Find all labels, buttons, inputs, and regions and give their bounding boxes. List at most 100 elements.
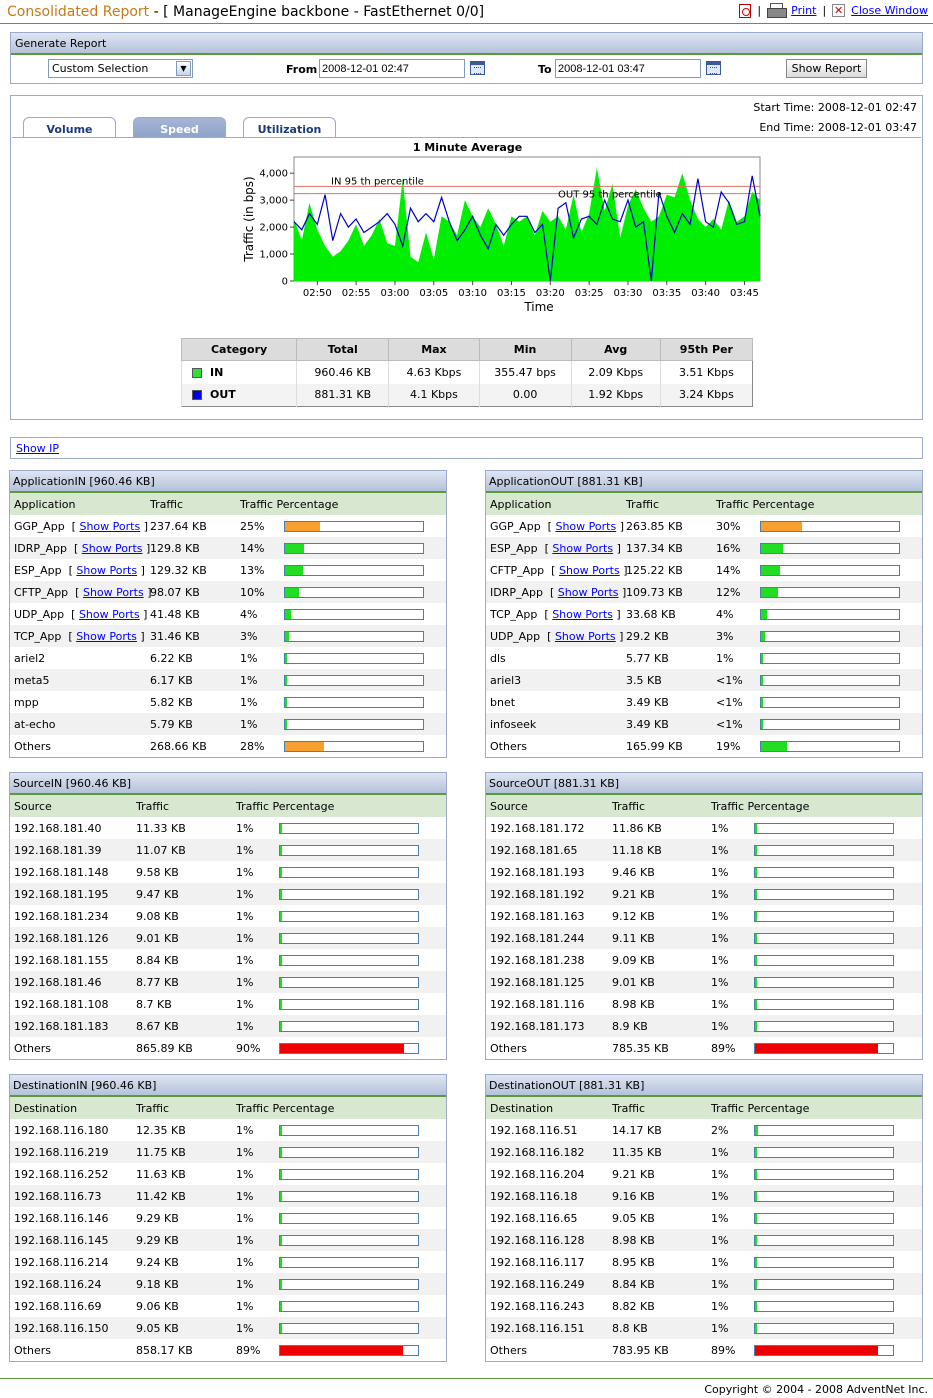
y-tick-label: 1,000 (259, 250, 288, 261)
percentage-bar-fill (755, 1191, 757, 1201)
bracket: ] (140, 563, 145, 577)
show-ports-link[interactable]: Show Ports (552, 541, 614, 555)
start-time: Start Time: 2008-12-01 02:47 (753, 101, 917, 114)
tab-utilization[interactable]: Utilization (243, 117, 336, 138)
table-row: 192.168.116.65 9.05 KB 1% (486, 1207, 922, 1229)
row-traffic: 9.29 KB (136, 1233, 179, 1247)
percentage-bar-fill (285, 653, 287, 663)
in-min: 355.47 bps (478, 360, 572, 384)
percentage-bar (284, 652, 424, 664)
print-link[interactable]: Print (791, 4, 817, 17)
percentage-bar-fill (285, 609, 291, 619)
row-name: Others (490, 1041, 527, 1055)
out-95th-label: OUT 95 th percentile (558, 190, 662, 201)
percentage-bar (284, 674, 424, 686)
row-traffic: 11.33 KB (136, 821, 186, 835)
stats-header: Max (388, 338, 480, 361)
percentage-bar (284, 740, 424, 752)
percentage-bar (754, 1300, 894, 1312)
percentage-bar-fill (280, 1301, 282, 1311)
row-traffic: 865.89 KB (136, 1041, 193, 1055)
show-ports-link[interactable]: Show Ports (79, 519, 141, 533)
table-row: bnet 3.49 KB <1% (486, 691, 922, 713)
close-window-link[interactable]: Close Window (851, 4, 928, 17)
out-legend-swatch (192, 390, 202, 401)
x-tick-label: 03:10 (458, 288, 487, 299)
row-name: 192.168.116.24 (14, 1277, 102, 1291)
calendar-icon[interactable] (470, 61, 485, 75)
row-name: 192.168.181.238 (490, 953, 585, 967)
row-name: 192.168.116.73 (14, 1189, 102, 1203)
percentage-bar-fill (755, 1147, 757, 1157)
percentage-bar (754, 866, 894, 878)
separator: | (822, 4, 827, 17)
table-row: mpp 5.82 KB 1% (10, 691, 446, 713)
row-percentage: 3% (716, 629, 734, 643)
row-traffic: 9.11 KB (612, 931, 655, 945)
show-ports-link[interactable]: Show Ports (558, 563, 620, 577)
row-name: 192.168.181.193 (490, 865, 585, 879)
table-row: Others 268.66 KB 28% (10, 735, 446, 757)
selection-dropdown[interactable]: Custom Selection ▼ (48, 59, 193, 78)
percentage-bar (754, 1278, 894, 1290)
table-row: 192.168.181.183 8.67 KB 1% (10, 1015, 446, 1037)
bracket: ] (140, 629, 145, 643)
percentage-bar-fill (280, 977, 282, 987)
table-row: 192.168.116.204 9.21 KB 1% (486, 1163, 922, 1185)
show-ip-bar: Show IP (10, 437, 923, 459)
show-report-button[interactable]: Show Report (786, 59, 867, 78)
percentage-bar (760, 652, 900, 664)
show-ports-link[interactable]: Show Ports (76, 629, 137, 643)
show-ports-link[interactable]: Show Ports (81, 541, 143, 555)
row-percentage: 1% (236, 1321, 254, 1335)
percentage-bar-fill (280, 1213, 282, 1223)
show-ports-link[interactable]: Show Ports (552, 607, 613, 621)
table-row: GGP_App [ Show Ports ] 237.64 KB 25% (10, 515, 446, 537)
panel-title: ApplicationOUT [881.31 KB] (486, 471, 922, 493)
to-date-input[interactable] (555, 59, 701, 78)
panel-header-row: Application Traffic Traffic Percentage (10, 493, 446, 515)
in-total: 960.46 KB (296, 360, 389, 384)
show-ports-link[interactable]: Show Ports (555, 519, 617, 533)
printer-icon[interactable] (767, 3, 788, 18)
row-percentage: 1% (236, 1299, 254, 1313)
table-row: dls 5.77 KB 1% (486, 647, 922, 669)
out-95th: 3.24 Kbps (659, 383, 753, 407)
show-ports-link[interactable]: Show Ports (76, 563, 138, 577)
table-row: 192.168.181.46 8.77 KB 1% (10, 971, 446, 993)
row-name: UDP_App (490, 629, 541, 643)
table-row: Others 785.35 KB 89% (486, 1037, 922, 1059)
y-tick-label: 0 (282, 277, 288, 288)
show-ports-link[interactable]: Show Ports (554, 629, 616, 643)
row-name: 192.168.116.180 (14, 1123, 109, 1137)
separator: | (757, 4, 762, 17)
row-name: IDRP_App (490, 585, 543, 599)
percentage-bar-fill (755, 823, 757, 833)
row-traffic: 9.06 KB (136, 1299, 179, 1313)
percentage-bar-fill (755, 1213, 757, 1223)
in-series-area (294, 167, 760, 281)
from-date-input[interactable] (319, 59, 465, 78)
row-percentage: 1% (711, 1299, 729, 1313)
bracket: ] (616, 607, 621, 621)
percentage-bar-fill (755, 955, 757, 965)
percentage-bar-fill (280, 1043, 404, 1053)
show-ip-link[interactable]: Show IP (16, 442, 60, 455)
chevron-down-icon[interactable]: ▼ (176, 61, 191, 76)
percentage-bar (760, 542, 900, 554)
close-icon[interactable]: ✕ (832, 4, 846, 17)
x-tick-label: 02:50 (303, 288, 332, 299)
x-tick-label: 03:15 (497, 288, 526, 299)
show-ports-link[interactable]: Show Ports (78, 607, 140, 621)
y-tick-label: 3,000 (259, 196, 288, 207)
table-row: 192.168.181.238 9.09 KB 1% (486, 949, 922, 971)
show-ports-link[interactable]: Show Ports (557, 585, 619, 599)
row-traffic: 9.24 KB (136, 1255, 179, 1269)
table-row: 192.168.181.108 8.7 KB 1% (10, 993, 446, 1015)
tab-volume[interactable]: Volume (23, 117, 116, 138)
show-ports-link[interactable]: Show Ports (82, 585, 144, 599)
calendar-icon[interactable] (706, 61, 721, 75)
percentage-bar-fill (280, 1235, 282, 1245)
tab-speed[interactable]: Speed (133, 117, 226, 138)
pdf-icon[interactable] (739, 3, 752, 18)
